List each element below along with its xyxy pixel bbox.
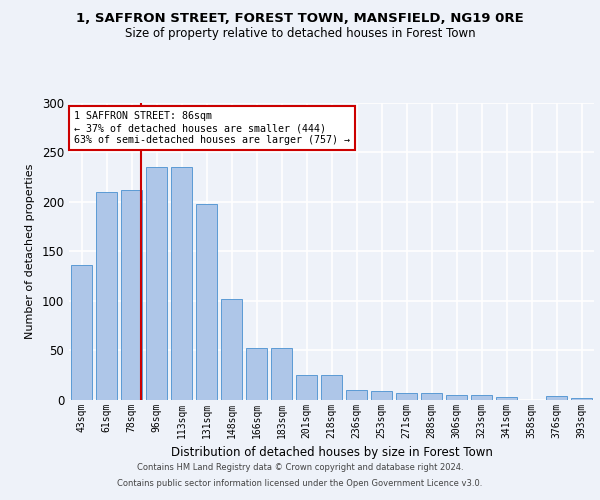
Bar xyxy=(221,299,242,400)
Bar xyxy=(196,204,217,400)
Bar xyxy=(471,395,492,400)
Bar xyxy=(571,398,592,400)
Bar xyxy=(246,348,267,400)
Text: Contains HM Land Registry data © Crown copyright and database right 2024.: Contains HM Land Registry data © Crown c… xyxy=(137,464,463,472)
Bar xyxy=(546,396,567,400)
Bar xyxy=(371,391,392,400)
Bar xyxy=(146,167,167,400)
Bar xyxy=(71,265,92,400)
X-axis label: Distribution of detached houses by size in Forest Town: Distribution of detached houses by size … xyxy=(170,446,493,460)
Bar xyxy=(446,395,467,400)
Bar xyxy=(271,348,292,400)
Y-axis label: Number of detached properties: Number of detached properties xyxy=(25,164,35,339)
Text: 1 SAFFRON STREET: 86sqm
← 37% of detached houses are smaller (444)
63% of semi-d: 1 SAFFRON STREET: 86sqm ← 37% of detache… xyxy=(74,112,350,144)
Text: Size of property relative to detached houses in Forest Town: Size of property relative to detached ho… xyxy=(125,28,475,40)
Bar xyxy=(346,390,367,400)
Text: Contains public sector information licensed under the Open Government Licence v3: Contains public sector information licen… xyxy=(118,478,482,488)
Bar xyxy=(496,397,517,400)
Bar xyxy=(421,393,442,400)
Bar xyxy=(96,192,117,400)
Bar xyxy=(296,375,317,400)
Bar xyxy=(396,393,417,400)
Bar xyxy=(171,167,192,400)
Bar xyxy=(121,190,142,400)
Text: 1, SAFFRON STREET, FOREST TOWN, MANSFIELD, NG19 0RE: 1, SAFFRON STREET, FOREST TOWN, MANSFIEL… xyxy=(76,12,524,26)
Bar xyxy=(321,375,342,400)
